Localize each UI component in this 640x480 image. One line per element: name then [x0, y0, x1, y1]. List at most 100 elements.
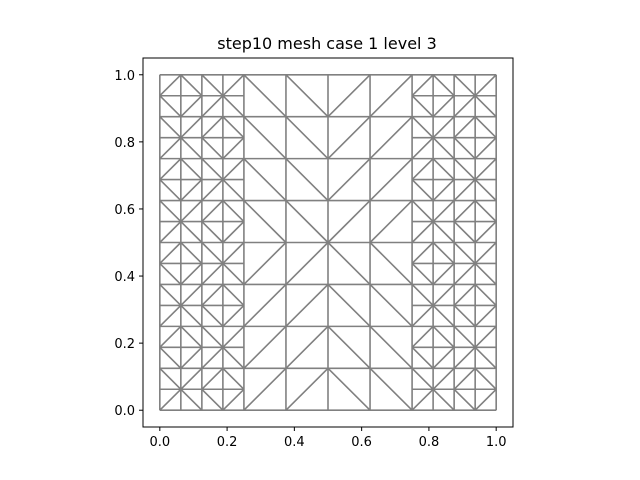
mesh-edge-diagonal	[201, 220, 224, 244]
mesh-edge-diagonal	[453, 74, 476, 97]
mesh-edge-diagonal	[411, 241, 434, 265]
x-tick-label: 0.6	[351, 435, 372, 450]
x-tick-label: 1.0	[486, 435, 507, 450]
mesh-edge-diagonal	[432, 95, 455, 118]
mesh-edge-diagonal	[432, 367, 455, 390]
mesh-edge-diagonal	[432, 220, 455, 244]
mesh-edge-diagonal	[474, 304, 497, 327]
mesh-edge-diagonal	[222, 95, 245, 118]
mesh-edge-diagonal	[285, 367, 329, 411]
mesh-edge-diagonal	[201, 137, 224, 160]
mesh-edge-diagonal	[222, 325, 245, 348]
mesh-edge-diagonal	[159, 116, 182, 139]
mesh-edge-diagonal	[453, 388, 476, 411]
mesh-edge-diagonal	[243, 241, 287, 285]
mesh-edge-diagonal	[159, 241, 182, 265]
mesh-edge-diagonal	[474, 325, 497, 348]
mesh-edge-diagonal	[243, 283, 287, 327]
mesh-edge-diagonal	[327, 116, 371, 160]
mesh-edge-diagonal	[432, 241, 455, 265]
mesh-edge-diagonal	[432, 200, 455, 223]
mesh-edge-diagonal	[369, 200, 413, 244]
mesh-edge-diagonal	[159, 137, 182, 160]
mesh-edge-diagonal	[432, 304, 455, 327]
mesh-edge-diagonal	[453, 158, 476, 181]
mesh-edge-diagonal	[474, 283, 497, 306]
y-tick-label: 0.4	[114, 270, 135, 285]
mesh-edge-diagonal	[159, 179, 182, 202]
mesh-edge-diagonal	[474, 158, 497, 181]
mesh-edge-diagonal	[474, 388, 497, 411]
mesh-edge-diagonal	[159, 346, 182, 369]
mesh-edge-diagonal	[453, 137, 476, 160]
mesh-edge-diagonal	[159, 74, 182, 97]
mesh-edge-diagonal	[474, 116, 497, 139]
mesh-edge-diagonal	[201, 367, 224, 390]
mesh-edge-diagonal	[222, 137, 245, 160]
mesh-edge-diagonal	[222, 283, 245, 306]
mesh-edge-diagonal	[159, 283, 182, 306]
mesh-edge-diagonal	[201, 241, 224, 265]
mesh-edge-diagonal	[474, 74, 497, 97]
mesh-edge-diagonal	[432, 262, 455, 285]
mesh-edge-diagonal	[180, 74, 203, 97]
mesh-edge-diagonal	[411, 388, 434, 411]
y-tick-label: 0.0	[114, 404, 135, 419]
mesh-edge-diagonal	[432, 137, 455, 160]
mesh-edge-diagonal	[159, 304, 182, 327]
mesh-edge-diagonal	[201, 95, 224, 118]
mesh-edge-diagonal	[369, 116, 413, 160]
mesh-edge-diagonal	[201, 283, 224, 306]
mesh-edge-diagonal	[201, 304, 224, 327]
mesh-edge-diagonal	[411, 283, 434, 306]
mesh-edge-diagonal	[180, 283, 203, 306]
mesh-edge-diagonal	[222, 116, 245, 139]
mesh-edge-diagonal	[327, 241, 371, 285]
mesh-edge-diagonal	[180, 388, 203, 411]
mesh-edge-diagonal	[432, 179, 455, 202]
mesh-edge-diagonal	[159, 95, 182, 118]
mesh-edge-diagonal	[432, 388, 455, 411]
mesh-edge-diagonal	[474, 179, 497, 202]
mesh-lines	[159, 73, 497, 412]
mesh-edge-diagonal	[327, 74, 371, 118]
mesh-edge-diagonal	[201, 262, 224, 285]
mesh-edge-diagonal	[474, 220, 497, 244]
y-tick-label: 1.0	[114, 69, 135, 84]
mesh-edge-diagonal	[432, 346, 455, 369]
mesh-edge-diagonal	[201, 200, 224, 223]
mesh-edge-diagonal	[453, 346, 476, 369]
mesh-edge-diagonal	[180, 200, 203, 223]
mesh-edge-diagonal	[243, 200, 287, 244]
mesh-edge-diagonal	[474, 200, 497, 223]
mesh-edge-diagonal	[411, 304, 434, 327]
mesh-edge-diagonal	[327, 200, 371, 244]
mesh-edge-diagonal	[159, 367, 182, 390]
mesh-edge-diagonal	[222, 304, 245, 327]
mesh-edge-diagonal	[474, 346, 497, 369]
mesh-edge-diagonal	[411, 137, 434, 160]
mesh-edge-diagonal	[285, 325, 329, 369]
mesh-edge-diagonal	[222, 346, 245, 369]
mesh-edge-diagonal	[180, 95, 203, 118]
mesh-edge-diagonal	[411, 220, 434, 244]
mesh-edge-diagonal	[222, 220, 245, 244]
mesh-edge-diagonal	[432, 158, 455, 181]
mesh-edge-diagonal	[222, 179, 245, 202]
mesh-edge-diagonal	[369, 367, 413, 411]
mesh-edge-diagonal	[222, 241, 245, 265]
mesh-edge-diagonal	[180, 346, 203, 369]
mesh-edge-diagonal	[369, 283, 413, 327]
mesh-edge-diagonal	[432, 283, 455, 306]
mesh-edge-diagonal	[180, 179, 203, 202]
mesh-edge-diagonal	[453, 325, 476, 348]
mesh-edge-diagonal	[285, 241, 329, 285]
mesh-edge-diagonal	[243, 116, 287, 160]
mesh-edge-diagonal	[327, 158, 371, 202]
mesh-edge-diagonal	[201, 346, 224, 369]
mesh-edge-diagonal	[180, 325, 203, 348]
x-tick-label: 0.4	[284, 435, 305, 450]
mesh-edge-diagonal	[222, 262, 245, 285]
mesh-edge-diagonal	[411, 74, 434, 97]
mesh-edge-diagonal	[201, 179, 224, 202]
